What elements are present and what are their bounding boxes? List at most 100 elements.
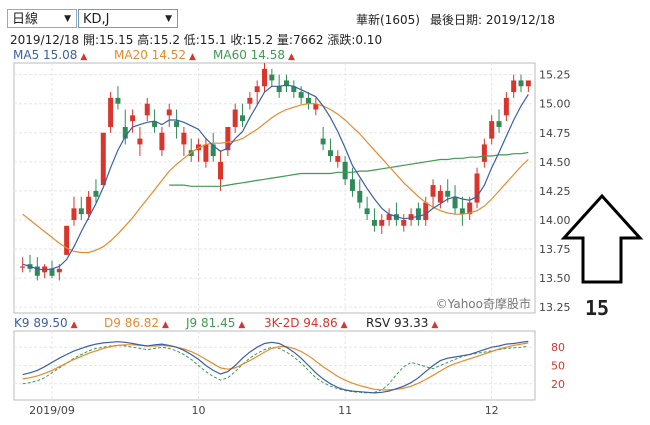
candle-body bbox=[49, 268, 55, 276]
candle-body bbox=[445, 190, 451, 197]
d9-label: D9 86.82 bbox=[104, 316, 160, 330]
candle-body bbox=[254, 86, 260, 93]
candle-body bbox=[210, 144, 216, 157]
candle-body bbox=[283, 80, 289, 87]
candle-body bbox=[305, 97, 311, 104]
indicator-tick-label: 50 bbox=[551, 360, 565, 373]
rsv-label: RSV 93.33 bbox=[366, 316, 429, 330]
candle-body bbox=[152, 121, 158, 127]
x-tick-label: 11 bbox=[338, 404, 352, 417]
d9-line bbox=[22, 342, 529, 391]
up-triangle-icon: ▲ bbox=[431, 320, 439, 330]
candle-body bbox=[364, 208, 370, 215]
up-triangle-icon: ▲ bbox=[189, 52, 196, 62]
candle-body bbox=[371, 219, 377, 226]
candle-body bbox=[408, 214, 414, 220]
candle-body bbox=[379, 219, 385, 226]
candle-body bbox=[34, 266, 40, 276]
candle-body bbox=[71, 208, 77, 220]
candle-body bbox=[481, 144, 487, 162]
up-triangle-icon: ▲ bbox=[162, 320, 169, 330]
candle-body bbox=[64, 225, 70, 255]
ma5-line bbox=[22, 84, 529, 271]
candle-body bbox=[276, 86, 282, 93]
indicator-select[interactable]: KD,J ▼ bbox=[78, 9, 178, 28]
ma20-label: MA20 14.52 bbox=[114, 48, 186, 62]
d9-legend: D9 86.82 ▲ bbox=[104, 316, 169, 330]
up-triangle-icon: ▲ bbox=[70, 320, 78, 330]
candle-body bbox=[459, 208, 465, 215]
candle-body bbox=[474, 173, 480, 203]
ma20-line bbox=[22, 103, 529, 254]
up-arrow-outline-icon bbox=[560, 193, 644, 284]
candle-body bbox=[159, 132, 165, 151]
candle-body bbox=[335, 156, 341, 162]
candle-body bbox=[240, 115, 246, 122]
candle-body bbox=[269, 74, 275, 81]
chevron-down-icon: ▼ bbox=[64, 14, 71, 24]
indicator-select-value: KD,J bbox=[83, 12, 110, 27]
up-triangle-icon: ▲ bbox=[80, 52, 88, 62]
ma20-legend: MA20 14.52 ▲ bbox=[114, 48, 196, 62]
candle-body bbox=[232, 109, 238, 127]
price-tick-label: 13.75 bbox=[539, 243, 571, 256]
x-tick-label: 12 bbox=[485, 404, 499, 417]
price-tick-label: 15.25 bbox=[539, 69, 571, 82]
candle-body bbox=[137, 138, 143, 145]
candle-body bbox=[78, 208, 84, 215]
candle-body bbox=[511, 80, 517, 93]
candle-body bbox=[430, 185, 436, 197]
candle-body bbox=[298, 92, 304, 98]
indicator-tick-label: 80 bbox=[551, 341, 565, 354]
3k2d-label: 3K-2D 94.86 bbox=[264, 316, 338, 330]
candle-body bbox=[20, 266, 26, 268]
quote-line: 2019/12/18 開:15.15 高:15.2 低:15.1 收:15.2 … bbox=[10, 33, 383, 47]
price-tick-label: 14.25 bbox=[539, 185, 571, 198]
j9-legend: J9 81.45 ▲ bbox=[186, 316, 245, 330]
ma60-line bbox=[169, 151, 529, 187]
candle-body bbox=[130, 115, 136, 122]
candle-body bbox=[174, 121, 180, 127]
price-tick-label: 14.75 bbox=[539, 127, 571, 140]
candle-body bbox=[122, 126, 128, 139]
candle-body bbox=[115, 97, 121, 104]
candle-body bbox=[313, 103, 319, 110]
candle-body bbox=[357, 190, 363, 203]
rsv-legend: RSV 93.33 ▲ bbox=[366, 316, 438, 330]
price-tick-label: 14.00 bbox=[539, 214, 571, 227]
period-select[interactable]: 日線 ▼ bbox=[7, 9, 77, 28]
candle-body bbox=[489, 121, 495, 139]
candle-body bbox=[181, 132, 187, 145]
j9-label: J9 81.45 bbox=[186, 316, 236, 330]
candle-body bbox=[203, 144, 209, 162]
stock-name: 華新(1605) bbox=[356, 13, 420, 27]
period-select-value: 日線 bbox=[12, 12, 39, 27]
x-tick-label: 2019/09 bbox=[29, 404, 75, 417]
candle-body bbox=[496, 121, 502, 127]
candle-body bbox=[225, 126, 231, 151]
candle-body bbox=[320, 138, 326, 145]
last-date: 最後日期: 2019/12/18 bbox=[430, 13, 556, 27]
ma60-label: MA60 14.58 bbox=[213, 48, 285, 62]
candle-body bbox=[327, 150, 333, 157]
candle-body bbox=[401, 219, 407, 226]
candle-body bbox=[56, 268, 62, 273]
up-triangle-icon: ▲ bbox=[238, 320, 246, 330]
candle-body bbox=[386, 214, 392, 220]
price-tick-label: 15.00 bbox=[539, 98, 571, 111]
candle-body bbox=[452, 196, 458, 209]
candle-body bbox=[437, 190, 443, 203]
candle-body bbox=[144, 103, 150, 116]
candle-body bbox=[349, 179, 355, 191]
indicator-tick-label: 20 bbox=[551, 378, 565, 391]
price-tick-label: 13.25 bbox=[539, 301, 571, 314]
x-tick-label: 10 bbox=[192, 404, 206, 417]
k9-label: K9 89.50 bbox=[14, 316, 68, 330]
candle-body bbox=[262, 68, 268, 87]
candle-body bbox=[342, 161, 348, 180]
candle-body bbox=[108, 97, 114, 127]
up-triangle-icon: ▲ bbox=[340, 320, 348, 330]
watermark: ©Yahoo奇摩股市 bbox=[436, 296, 531, 311]
